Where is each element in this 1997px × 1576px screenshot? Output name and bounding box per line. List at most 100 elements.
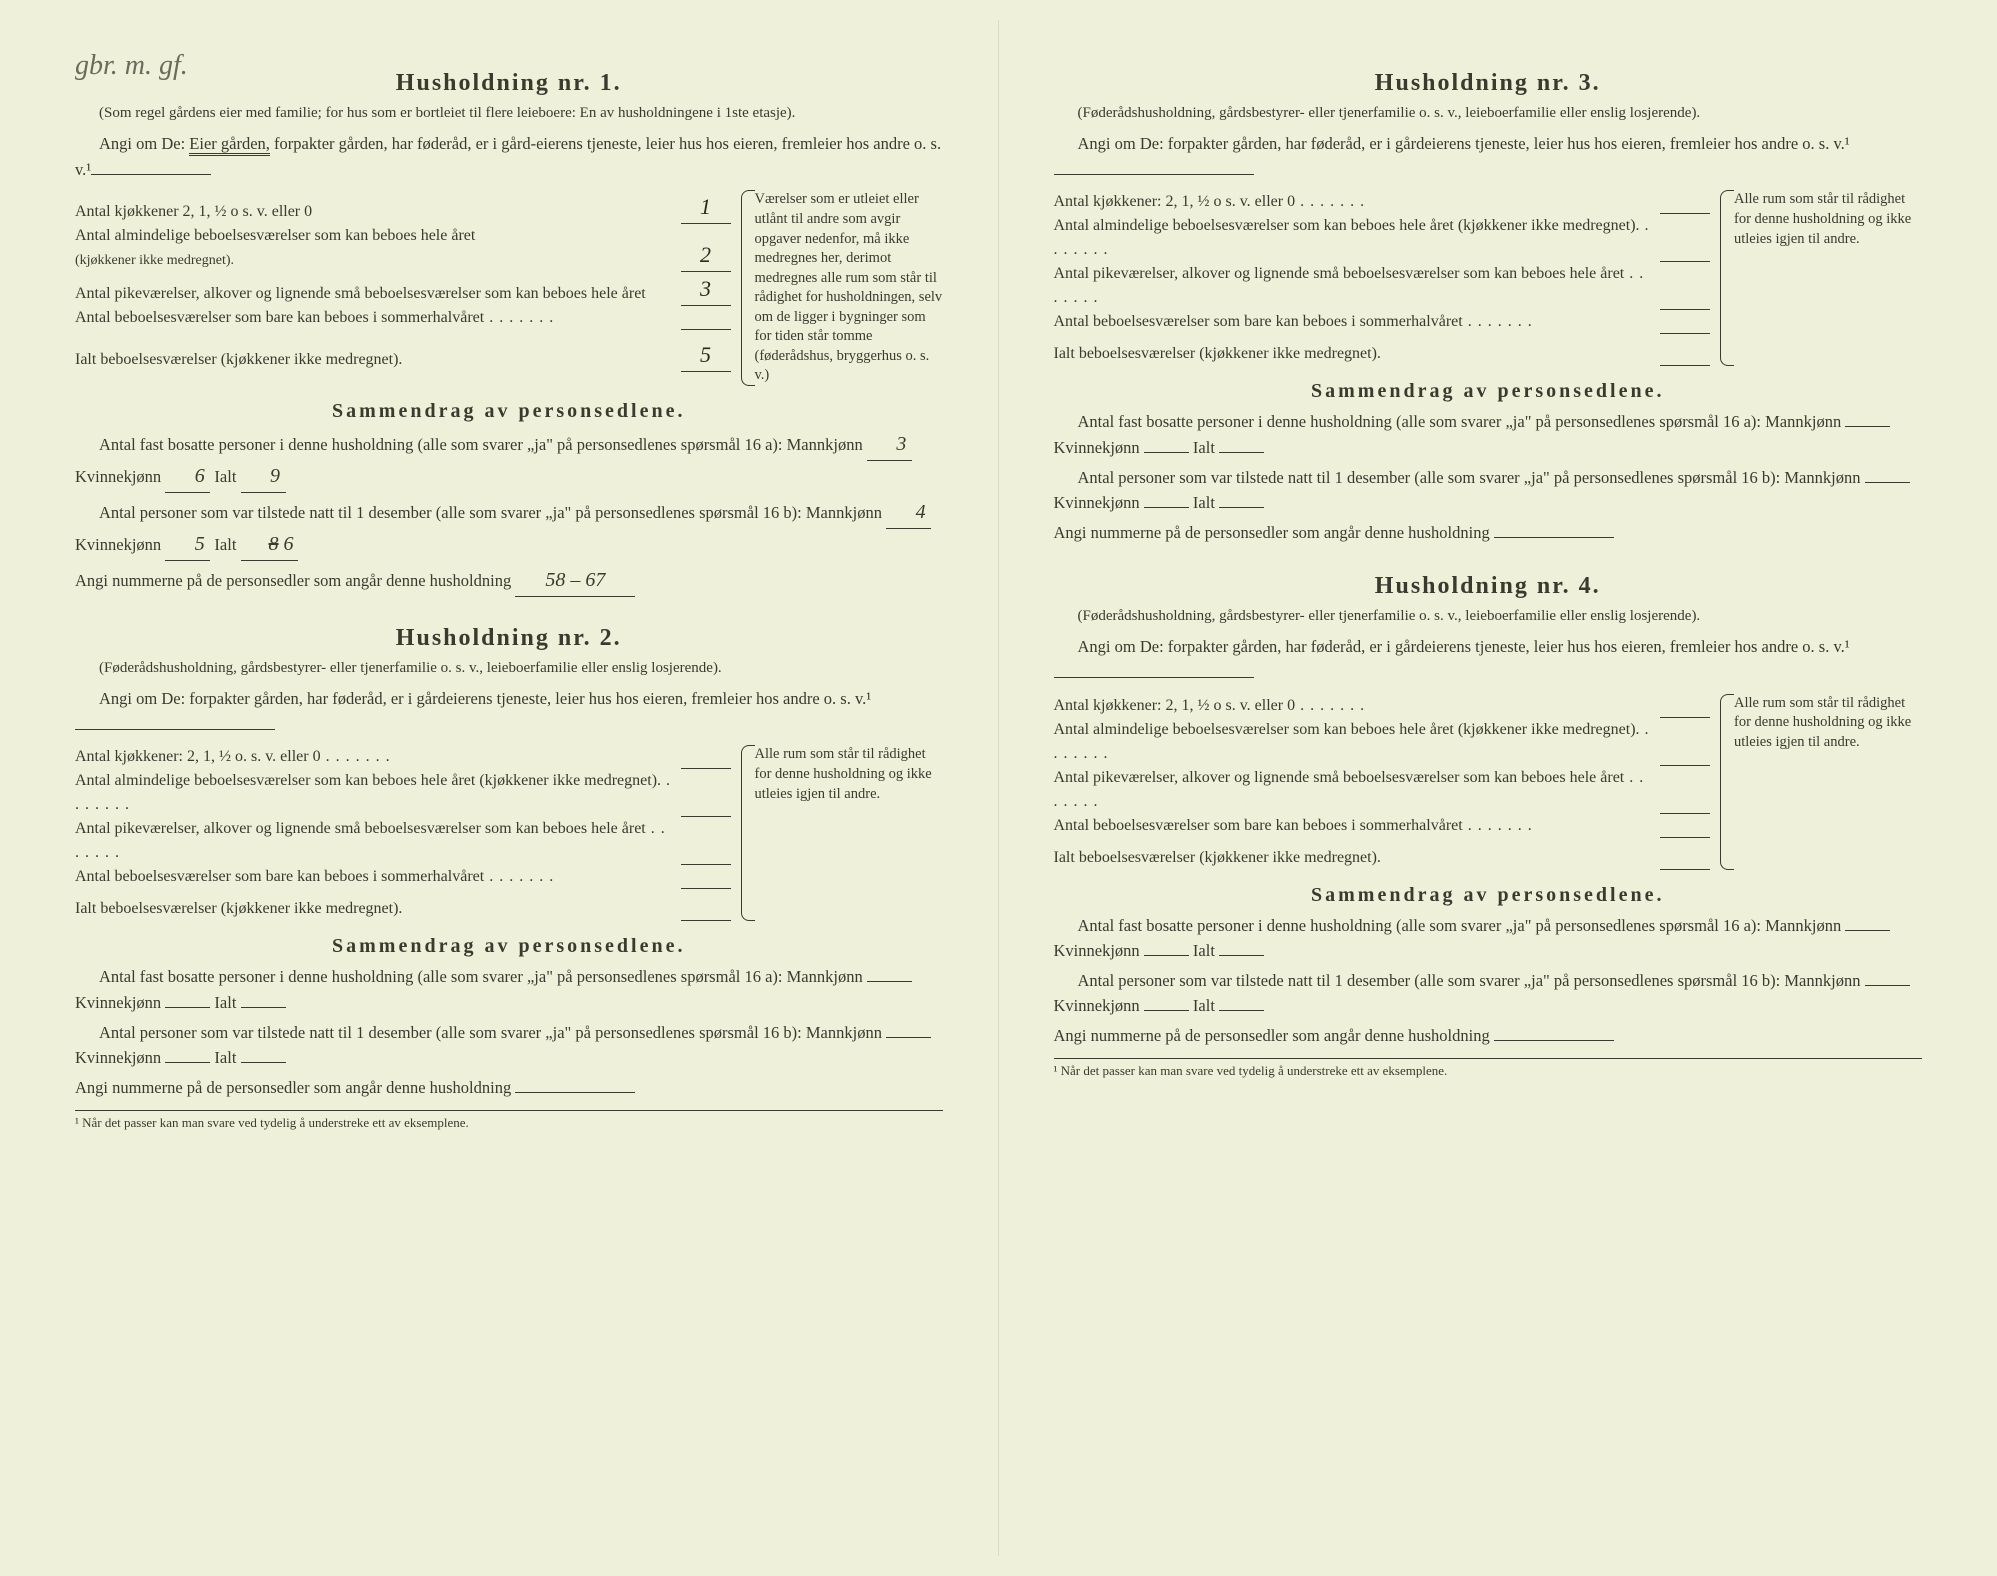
s4-2-ialt[interactable] [1219,1010,1264,1011]
value-2-sommer[interactable] [681,888,731,889]
blank-line-3[interactable] [1054,174,1254,175]
field-3-pike: Antal pikeværelser, alkover og lignende … [1054,262,1711,310]
s4-numbers-label: Angi nummerne på de personsedler som ang… [1054,1026,1490,1045]
value-2-ialt[interactable] [681,920,731,921]
right-note-text: Værelser som er utleiet eller utlånt til… [755,191,943,383]
label-4-kjokken: Antal kjøkkener: 2, 1, ½ o s. v. eller 0 [1054,694,1653,718]
household-3-title: Husholdning nr. 3. [1054,70,1923,97]
s3-1-kv[interactable] [1144,452,1189,453]
s1-mk[interactable]: 3 [867,429,912,461]
s3-1-kv-label: Kvinnekjønn [1054,438,1140,457]
field-sommer: Antal beboelsesværelser som bare kan beb… [75,306,731,330]
household-3-subtitle: (Føderådshusholdning, gårdsbestyrer- ell… [1054,103,1923,123]
s3-numbers-val[interactable] [1494,537,1614,538]
fields-left-2: Antal kjøkkener: 2, 1, ½ o. s. v. eller … [75,745,731,921]
fields-right-2: Alle rum som står til rådighet for denne… [743,745,943,921]
s3-2-ialt-label: Ialt [1193,493,1215,512]
household-4-subtitle: (Føderådshusholdning, gårdsbestyrer- ell… [1054,606,1923,626]
s4-1-ialt[interactable] [1219,955,1264,956]
angi-2-text: Angi om De: forpakter gården, har føderå… [99,689,871,708]
s2-2-ialt-label: Ialt [214,1048,236,1067]
field-4-ialt: Ialt beboelsesværelser (kjøkkener ikke m… [1054,846,1711,870]
s2-2-mk[interactable] [886,1037,931,1038]
value-3-ialt[interactable] [1660,365,1710,366]
blank-line-4[interactable] [1054,677,1254,678]
value-3-alm[interactable] [1660,261,1710,262]
value-4-sommer[interactable] [1660,837,1710,838]
brace-icon-3 [1720,190,1734,366]
s2-numbers-val[interactable] [515,1092,635,1093]
value-2-kjokken[interactable] [681,768,731,769]
field-pike: Antal pikeværelser, alkover og lignende … [75,272,731,306]
s2-mk[interactable]: 4 [886,497,931,529]
s-numbers-val[interactable]: 58 – 67 [515,565,635,597]
s4-1-kv[interactable] [1144,955,1189,956]
value-kjokken[interactable]: 1 [681,190,731,224]
label-3-ialt: Ialt beboelsesværelser (kjøkkener ikke m… [1054,342,1653,366]
s2-numbers-label: Angi nummerne på de personsedler som ang… [75,1078,511,1097]
household-4-angi: Angi om De: forpakter gården, har føderå… [1054,634,1923,685]
blank-line[interactable] [91,174,211,175]
value-4-ialt[interactable] [1660,869,1710,870]
s2-kv[interactable]: 5 [165,529,210,561]
s2-ialt-struck: 8 [269,533,279,555]
s3-1-text: Antal fast bosatte personer i denne hush… [1078,412,1842,431]
angi-underlined: Eier gården, [189,134,270,156]
s2-1-kv[interactable] [165,1007,210,1008]
s1-ialt[interactable]: 9 [241,461,286,493]
s-numbers-label: Angi nummerne på de personsedler som ang… [75,571,511,590]
blank-line-2[interactable] [75,729,275,730]
value-4-alm[interactable] [1660,765,1710,766]
label-4-sommer: Antal beboelsesværelser som bare kan beb… [1054,814,1653,838]
angi-4-text: Angi om De: forpakter gården, har føderå… [1078,637,1850,656]
s2-ialt-corr: 6 [284,533,294,555]
footnote-left: ¹ Når det passer kan man svare ved tydel… [75,1110,943,1131]
sammendrag-2-numbers: Angi nummerne på de personsedler som ang… [75,1075,943,1101]
s3-2-mk[interactable] [1865,482,1910,483]
field-kjokken: Antal kjøkkener 2, 1, ½ o s. v. eller 0 … [75,190,731,224]
s2-1-ialt[interactable] [241,1007,286,1008]
s3-numbers-label: Angi nummerne på de personsedler som ang… [1054,523,1490,542]
s2-ialt[interactable]: 8 6 [241,529,298,561]
s1-kv[interactable]: 6 [165,461,210,493]
household-1-subtitle: (Som regel gårdens eier med familie; for… [75,103,943,123]
field-4-alm: Antal almindelige beboelsesværelser som … [1054,718,1711,766]
s2-2-ialt[interactable] [241,1062,286,1063]
s4-2-kv[interactable] [1144,1010,1189,1011]
label-pike: Antal pikeværelser, alkover og lignende … [75,282,673,306]
s1-text: Antal fast bosatte personer i denne hush… [99,435,863,454]
value-3-sommer[interactable] [1660,333,1710,334]
s4-2-text: Antal personer som var tilstede natt til… [1078,971,1861,990]
field-4-sommer: Antal beboelsesværelser som bare kan beb… [1054,814,1711,838]
s2-2-text: Antal personer som var tilstede natt til… [99,1023,882,1042]
value-4-kjokken[interactable] [1660,717,1710,718]
value-4-pike[interactable] [1660,813,1710,814]
s2-text: Antal personer som var tilstede natt til… [99,503,882,522]
s3-1-mk[interactable] [1845,426,1890,427]
field-2-ialt: Ialt beboelsesværelser (kjøkkener ikke m… [75,897,731,921]
label-alm-text: Antal almindelige beboelsesværelser som … [75,227,475,244]
value-2-alm[interactable] [681,816,731,817]
s3-2-kv[interactable] [1144,507,1189,508]
value-sommer[interactable] [681,329,731,330]
s2-2-kv[interactable] [165,1062,210,1063]
s4-2-mk[interactable] [1865,985,1910,986]
value-3-pike[interactable] [1660,309,1710,310]
value-ialt[interactable]: 5 [681,338,731,372]
s3-1-ialt[interactable] [1219,452,1264,453]
value-2-pike[interactable] [681,864,731,865]
value-pike[interactable]: 3 [681,272,731,306]
s4-2-ialt-label: Ialt [1193,996,1215,1015]
household-4: Husholdning nr. 4. (Føderådshusholdning,… [1054,573,1923,1079]
label-sommer: Antal beboelsesværelser som bare kan beb… [75,306,673,330]
value-3-kjokken[interactable] [1660,213,1710,214]
field-2-kjokken: Antal kjøkkener: 2, 1, ½ o. s. v. eller … [75,745,731,769]
right-note-4: Alle rum som står til rådighet for denne… [1734,695,1911,750]
label-4-ialt: Ialt beboelsesværelser (kjøkkener ikke m… [1054,846,1653,870]
s4-1-mk[interactable] [1845,930,1890,931]
value-alm[interactable]: 2 [681,238,731,272]
s2-1-kv-label: Kvinnekjønn [75,993,161,1012]
s4-numbers-val[interactable] [1494,1040,1614,1041]
s3-2-ialt[interactable] [1219,507,1264,508]
s2-1-mk[interactable] [867,981,912,982]
